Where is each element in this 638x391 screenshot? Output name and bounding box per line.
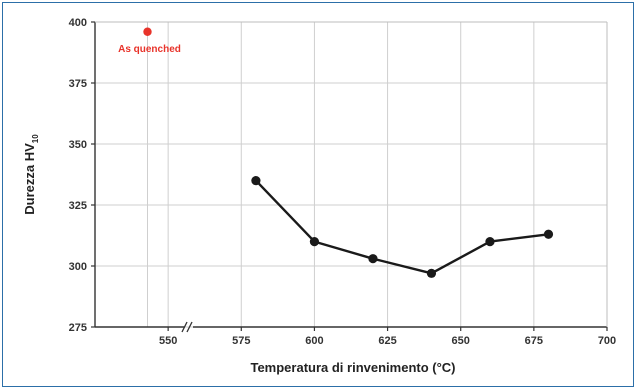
axes [94, 21, 608, 333]
y-tick-label: 275 [69, 322, 87, 334]
grid [95, 21, 608, 328]
x-tick-label: 675 [525, 335, 543, 347]
chart-frame [2, 2, 634, 387]
x-tick-label: 600 [305, 335, 323, 347]
as-quenched-point [143, 27, 152, 36]
y-tick-label: 400 [69, 17, 87, 29]
x-tick-label: 575 [232, 335, 250, 347]
y-tick-label: 375 [69, 78, 87, 90]
y-tick-label: 300 [69, 261, 87, 273]
axis-break-mark [181, 321, 188, 333]
x-tick-label: 650 [452, 335, 470, 347]
annotation-layer: As quenched [118, 27, 181, 55]
y-axis-title: Durezza HV10 [22, 134, 40, 215]
data-point [368, 254, 378, 264]
data-point [485, 237, 495, 247]
series-line [255, 179, 549, 275]
y-axis-title-main: Durezza HV [22, 143, 37, 215]
x-tick-label: 700 [598, 335, 616, 347]
data-point [543, 229, 554, 239]
data-point [251, 176, 261, 186]
as-quenched-label: As quenched [118, 44, 181, 55]
ticks: 275 300 325 350 375 400 550 575 600 625 650 675 700 [69, 17, 617, 347]
x-tick-label: 625 [378, 335, 396, 347]
data-point [309, 237, 320, 247]
x-axis-title: Temperatura di rinvenimento (°C) [250, 360, 455, 375]
data-point [426, 268, 437, 278]
series [251, 176, 554, 278]
y-tick-label: 325 [69, 200, 87, 212]
y-axis-title-subscript: 10 [31, 134, 40, 143]
y-tick-label: 350 [69, 139, 87, 151]
x-tick-label: 550 [159, 335, 177, 347]
axis-break-mark [186, 321, 193, 333]
